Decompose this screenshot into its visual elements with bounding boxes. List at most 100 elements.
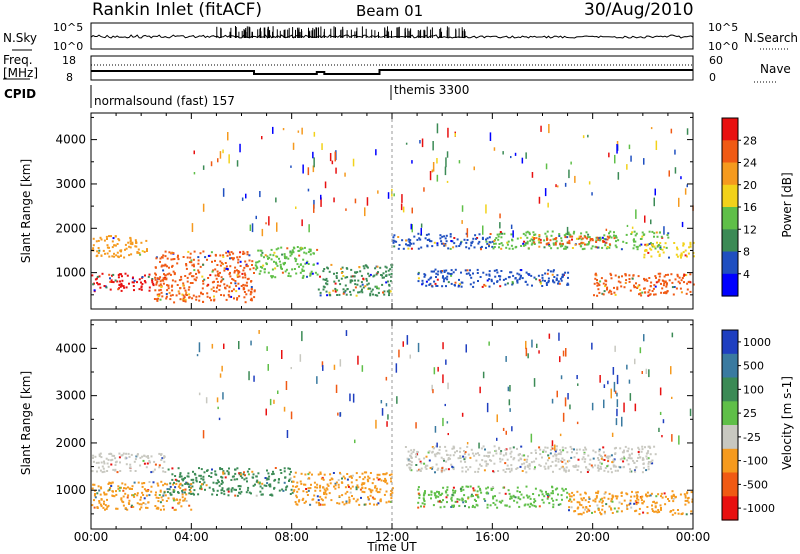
echo-cell xyxy=(623,457,626,460)
echo-cell xyxy=(514,277,517,280)
echo-cell xyxy=(300,482,303,485)
echo-cell xyxy=(633,240,635,243)
echo-cell xyxy=(125,452,128,455)
echo-cell xyxy=(483,283,486,286)
echo-cell xyxy=(154,266,157,269)
echo-cell xyxy=(207,277,210,279)
echo-cell xyxy=(571,247,574,249)
echo-cell xyxy=(192,481,195,484)
echo-cell xyxy=(134,493,136,496)
noise-cell xyxy=(482,371,485,379)
echo-cell xyxy=(505,448,508,451)
echo-cell xyxy=(417,271,420,274)
echo-cell xyxy=(336,289,339,292)
echo-cell xyxy=(359,285,362,288)
echo-cell xyxy=(377,271,379,274)
echo-cell xyxy=(533,460,536,463)
echo-cell xyxy=(647,457,650,460)
echo-cell xyxy=(561,498,563,501)
echo-cell xyxy=(378,473,381,476)
echo-cell xyxy=(575,448,578,451)
echo-cell xyxy=(566,283,569,286)
echo-cell xyxy=(388,294,390,297)
echo-cell xyxy=(566,282,569,285)
echo-cell xyxy=(277,478,280,481)
echo-cell xyxy=(586,471,589,473)
echo-cell xyxy=(271,494,274,497)
echo-cell xyxy=(534,500,537,502)
echo-cell xyxy=(147,275,150,278)
echo-cell xyxy=(559,503,562,506)
echo-cell xyxy=(220,492,223,495)
echo-cell xyxy=(348,500,351,503)
echo-cell xyxy=(322,270,325,273)
echo-cell xyxy=(284,257,286,259)
echo-cell xyxy=(292,485,294,488)
echo-cell xyxy=(305,261,308,264)
echo-cell xyxy=(608,492,611,495)
echo-cell xyxy=(242,269,245,272)
colorbar-tick-label: 28 xyxy=(743,134,757,147)
echo-cell xyxy=(198,271,201,274)
echo-cell xyxy=(223,294,225,297)
echo-cell xyxy=(119,280,121,283)
noise-cell xyxy=(400,203,403,211)
echo-cell xyxy=(682,275,685,277)
echo-cell xyxy=(533,468,536,471)
noise-cell xyxy=(211,343,214,349)
echo-cell xyxy=(465,272,468,275)
echo-cell xyxy=(155,496,158,499)
echo-cell xyxy=(487,451,490,454)
echo-cell xyxy=(203,471,206,474)
echo-cell xyxy=(132,276,134,279)
echo-cell xyxy=(276,255,279,258)
echo-cell xyxy=(450,463,453,466)
echo-cell xyxy=(522,232,525,235)
echo-cell xyxy=(459,488,462,491)
echo-cell xyxy=(304,483,307,486)
echo-cell xyxy=(185,263,188,265)
echo-cell xyxy=(134,245,137,248)
echo-cell xyxy=(118,273,121,276)
echo-cell xyxy=(644,446,646,449)
echo-cell xyxy=(228,273,231,276)
echo-cell xyxy=(176,498,179,501)
echo-cell xyxy=(608,243,611,246)
echo-cell xyxy=(439,237,442,240)
echo-cell xyxy=(525,485,528,488)
echo-cell xyxy=(117,485,120,488)
echo-cell xyxy=(419,238,422,241)
echo-cell xyxy=(490,487,493,490)
echo-cell xyxy=(444,237,447,240)
noise-cell xyxy=(558,332,560,341)
echo-cell xyxy=(562,273,565,276)
echo-cell xyxy=(267,257,269,260)
echo-cell xyxy=(542,501,545,504)
echo-cell xyxy=(127,486,129,489)
echo-cell xyxy=(208,475,211,477)
echo-cell xyxy=(673,242,676,244)
echo-cell xyxy=(537,274,540,277)
echo-cell xyxy=(635,501,638,504)
echo-cell xyxy=(592,449,595,452)
echo-cell xyxy=(583,452,586,455)
echo-cell xyxy=(688,246,691,249)
echo-cell xyxy=(606,286,609,289)
echo-cell xyxy=(179,473,182,476)
echo-cell xyxy=(136,494,139,497)
noise-cell xyxy=(198,342,201,353)
echo-cell xyxy=(108,235,110,238)
noise-cell xyxy=(313,204,315,213)
echo-cell xyxy=(642,463,645,465)
echo-cell xyxy=(464,460,467,463)
echo-cell xyxy=(237,261,240,264)
echo-cell xyxy=(590,247,593,250)
echo-cell xyxy=(642,458,645,461)
echo-cell xyxy=(382,473,385,476)
echo-cell xyxy=(594,464,597,467)
echo-cell xyxy=(200,483,203,486)
echo-cell xyxy=(317,473,320,476)
noise-cell xyxy=(313,157,315,168)
echo-cell xyxy=(239,485,242,488)
echo-cell xyxy=(305,488,308,490)
